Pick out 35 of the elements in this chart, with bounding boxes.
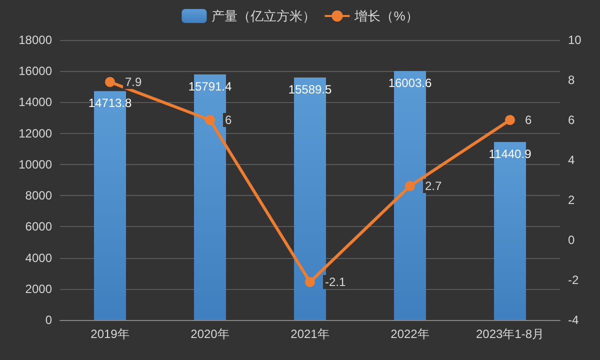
legend-label: 产量（亿立方米） xyxy=(212,8,316,24)
y-tick-label: 8000 xyxy=(25,188,52,203)
y-tick-label: 0 xyxy=(45,313,52,327)
data-label: 6 xyxy=(225,113,232,127)
y2-tick-label: 8 xyxy=(568,73,575,87)
y2-tick-label: 10 xyxy=(568,33,582,47)
y-tick-label: 6000 xyxy=(25,220,52,234)
data-label: 6 xyxy=(525,113,532,127)
y2-tick-label: -2 xyxy=(568,273,579,287)
data-label: 7.9 xyxy=(125,75,142,89)
y2-tick-label: 6 xyxy=(568,113,575,127)
point xyxy=(205,115,215,125)
x-tick-label: 2021年 xyxy=(290,327,330,341)
x-tick-label: 2022年 xyxy=(390,327,430,341)
y-tick-label: 14000 xyxy=(18,95,52,110)
y2-tick-label: 0 xyxy=(568,233,575,247)
y2-tick-label: 4 xyxy=(568,153,575,167)
y-tick-label: 10000 xyxy=(18,157,52,172)
y-tick-label: 12000 xyxy=(18,126,52,140)
y-tick-label: 18000 xyxy=(18,33,52,47)
point xyxy=(505,115,515,125)
y2-tick-label: -4 xyxy=(568,313,579,327)
y2-tick-label: 2 xyxy=(568,193,575,207)
data-label: 2.7 xyxy=(425,179,442,193)
point xyxy=(305,277,315,287)
x-tick-label: 2019年 xyxy=(90,327,130,341)
legend-label: 增长（%） xyxy=(354,8,418,24)
x-tick-label: 2020年 xyxy=(190,327,230,341)
y-tick-label: 4000 xyxy=(25,250,52,265)
y-tick-label: 2000 xyxy=(25,282,52,296)
point xyxy=(105,77,115,87)
y-tick-label: 16000 xyxy=(18,64,52,78)
x-tick-label: 2023年1-8月 xyxy=(476,327,544,341)
data-label: -2.1 xyxy=(325,275,346,289)
point xyxy=(405,181,415,191)
